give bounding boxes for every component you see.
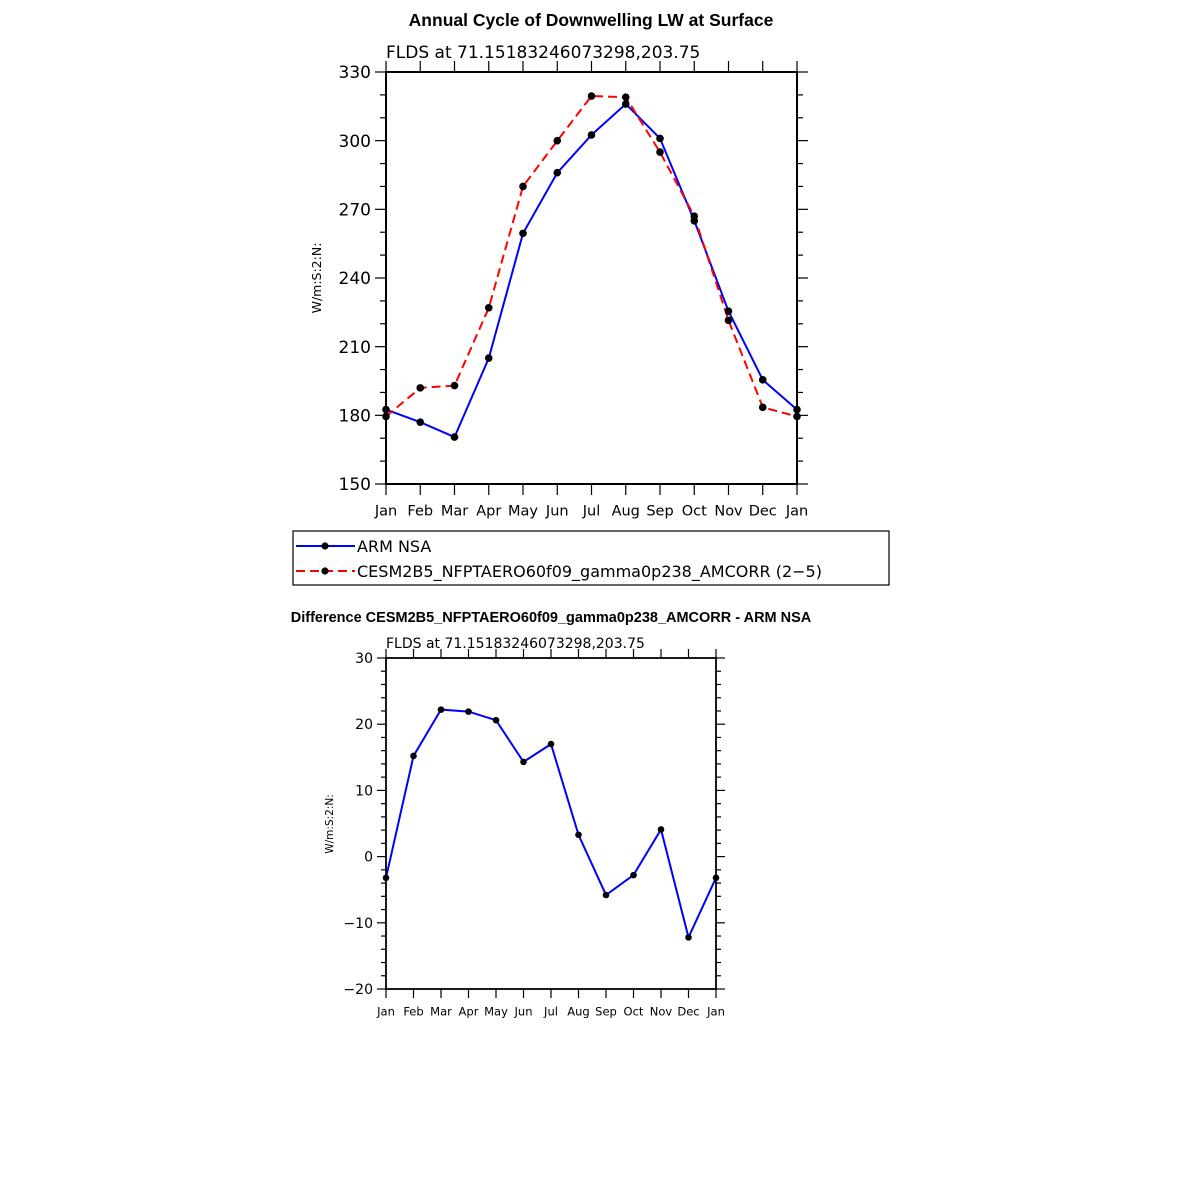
annual-cycle-chart: Annual Cycle of Downwelling LW at Surfac… xyxy=(292,10,890,586)
series-marker-1 xyxy=(553,136,562,145)
series-marker-0 xyxy=(724,307,733,315)
series-line-0 xyxy=(385,102,798,439)
x-tick-label: Oct xyxy=(682,504,707,520)
chart1-series xyxy=(382,92,801,441)
x-tick-label: Feb xyxy=(407,504,433,520)
series-marker-0 xyxy=(519,229,527,238)
x-tick-label: Apr xyxy=(459,1005,479,1019)
y-tick-label: −20 xyxy=(343,982,373,998)
series-marker-0 xyxy=(685,934,692,941)
y-tick-label: 150 xyxy=(339,475,371,495)
series-marker-0 xyxy=(437,706,445,713)
x-tick-label: May xyxy=(484,1005,508,1019)
legend-label-arm-nsa: ARM NSA xyxy=(357,537,431,556)
chart1-ticks: 150 180 210 240 270 300 330 Jan Feb Mar Apr May Jun J… xyxy=(339,61,808,520)
x-tick-label: Dec xyxy=(749,504,777,520)
x-tick-label: Aug xyxy=(567,1005,589,1019)
series-marker-0 xyxy=(553,168,562,177)
y-tick-label: 0 xyxy=(364,850,373,866)
series-marker-0 xyxy=(416,418,425,427)
x-tick-label: May xyxy=(508,504,538,520)
series-marker-0 xyxy=(587,131,596,139)
y-tick-label: 10 xyxy=(355,783,373,799)
chart2-series xyxy=(382,706,720,941)
series-marker-0 xyxy=(656,134,664,143)
x-tick-label: Oct xyxy=(624,1005,644,1019)
series-marker-0 xyxy=(465,708,472,715)
y-tick-label: 300 xyxy=(339,132,371,152)
x-tick-label: Sep xyxy=(595,1005,617,1019)
series-marker-0 xyxy=(547,740,555,748)
y-tick-label: 210 xyxy=(339,338,371,358)
chart2-ticks: −20 −10 0 10 20 30 Jan Feb Mar Apr May Jun Jul Aug Sep… xyxy=(343,649,725,1019)
series-marker-1 xyxy=(450,381,459,390)
series-marker-1 xyxy=(724,316,733,325)
chart1-ylabel: W/m:S:2:N: xyxy=(309,243,324,314)
series-marker-1 xyxy=(656,148,664,156)
series-marker-1 xyxy=(758,403,767,412)
x-tick-label: Feb xyxy=(403,1005,423,1019)
series-marker-0 xyxy=(484,354,493,362)
x-tick-label: Nov xyxy=(650,1005,673,1019)
x-tick-label: Jul xyxy=(582,504,601,520)
x-tick-label: Jul xyxy=(543,1005,558,1019)
x-tick-label: Apr xyxy=(476,504,501,520)
legend-marker-cesm xyxy=(321,567,329,575)
x-tick-label: Dec xyxy=(677,1005,699,1019)
x-tick-label: Jan xyxy=(374,504,397,520)
chart1-title: Annual Cycle of Downwelling LW at Surfac… xyxy=(409,10,774,30)
series-marker-1 xyxy=(621,93,630,101)
series-marker-0 xyxy=(492,716,500,724)
x-tick-label: Mar xyxy=(441,504,468,520)
series-marker-0 xyxy=(657,826,665,833)
series-marker-1 xyxy=(690,212,699,220)
series-marker-0 xyxy=(602,891,610,899)
series-marker-1 xyxy=(416,384,425,392)
y-tick-label: 330 xyxy=(339,63,371,83)
series-marker-1 xyxy=(484,303,493,312)
chart2-ylabel: W/m:S:2:N: xyxy=(324,794,336,854)
x-tick-label: Nov xyxy=(714,504,743,520)
y-tick-label: 240 xyxy=(339,269,371,289)
series-marker-0 xyxy=(520,758,527,766)
series-marker-1 xyxy=(587,92,596,100)
x-tick-label: Jun xyxy=(514,1005,533,1019)
y-tick-label: 20 xyxy=(355,717,373,733)
x-tick-label: Sep xyxy=(646,504,673,520)
x-tick-label: Jan xyxy=(376,1005,395,1019)
chart2-title: Difference CESM2B5_NFPTAERO60f09_gamma0p… xyxy=(291,610,812,626)
x-tick-label: Jan xyxy=(785,504,808,520)
y-tick-label: 270 xyxy=(339,200,371,220)
series-marker-0 xyxy=(410,752,417,760)
x-tick-label: Jan xyxy=(706,1005,725,1019)
chart2-plot-frame xyxy=(385,657,717,990)
x-tick-label: Aug xyxy=(612,504,640,520)
chart1-legend: ARM NSA CESM2B5_NFPTAERO60f09_gamma0p238… xyxy=(292,530,890,586)
series-marker-0 xyxy=(621,100,630,108)
series-marker-0 xyxy=(630,871,637,879)
difference-chart: Difference CESM2B5_NFPTAERO60f09_gamma0p… xyxy=(291,610,812,1019)
y-tick-label: 30 xyxy=(355,651,373,667)
legend-box xyxy=(292,530,890,586)
x-tick-label: Mar xyxy=(430,1005,452,1019)
y-tick-label: −10 xyxy=(343,916,373,932)
series-line-1 xyxy=(385,94,798,418)
x-tick-label: Jun xyxy=(545,504,569,520)
series-marker-1 xyxy=(519,182,527,191)
chart2-subtitle: FLDS at 71.15183246073298,203.75 xyxy=(386,636,645,652)
legend-marker-arm-nsa xyxy=(321,542,329,550)
series-marker-0 xyxy=(575,831,582,839)
y-tick-label: 180 xyxy=(339,406,371,426)
chart1-subtitle: FLDS at 71.15183246073298,203.75 xyxy=(386,43,700,63)
legend-label-cesm: CESM2B5_NFPTAERO60f09_gamma0p238_AMCORR … xyxy=(357,562,822,582)
series-marker-0 xyxy=(450,433,459,441)
chart1-plot-frame xyxy=(385,71,798,485)
series-marker-0 xyxy=(758,376,767,384)
